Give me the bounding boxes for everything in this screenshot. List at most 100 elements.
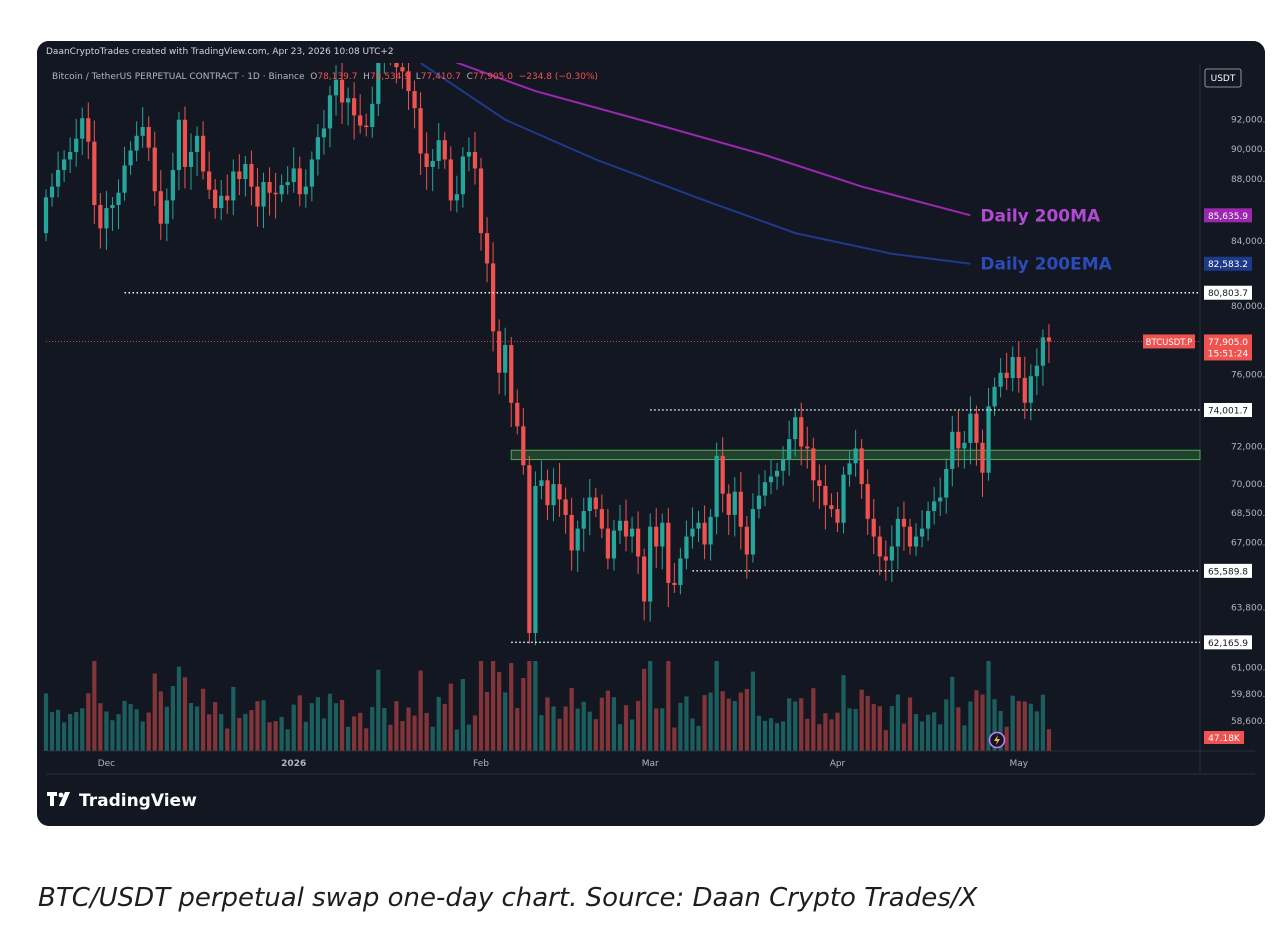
candle-body	[140, 127, 145, 136]
candle	[285, 166, 290, 195]
y-tick-label: 61,000.0	[1231, 664, 1265, 674]
candle-body	[732, 491, 737, 515]
candle-body	[629, 528, 635, 537]
candle	[182, 106, 188, 189]
candle-body	[913, 536, 919, 547]
candle-body	[188, 152, 194, 167]
volume-bar	[388, 724, 393, 751]
volume-bar	[98, 703, 103, 751]
candle	[877, 525, 882, 576]
candle-body	[1022, 377, 1027, 403]
candle	[551, 468, 556, 522]
candle	[605, 508, 611, 570]
volume-bar	[974, 690, 979, 751]
candle-body	[780, 459, 786, 471]
candle	[913, 523, 919, 556]
candle-body	[635, 528, 641, 557]
plot-area[interactable]	[43, 43, 1255, 775]
candle-body	[1004, 372, 1009, 378]
candle	[358, 94, 363, 134]
price-badge-label: 62,165.9	[1208, 639, 1248, 649]
candle	[92, 120, 97, 224]
volume-bar	[104, 711, 109, 751]
volume-bar	[352, 716, 357, 751]
candle-body	[756, 495, 762, 510]
candle-body	[654, 526, 659, 547]
chart-svg[interactable]: 92,000.0 90,000.0 88,000.0 84,000.0 80,000.0…	[37, 41, 1265, 826]
alert-icon[interactable]	[988, 731, 1006, 749]
candle	[442, 132, 447, 169]
candle-body	[1028, 376, 1033, 403]
candle-body	[152, 147, 157, 192]
volume-bar	[623, 705, 629, 751]
candle-body	[291, 168, 296, 183]
candle-body	[672, 582, 677, 585]
candle	[158, 170, 163, 240]
volume-bar	[231, 686, 236, 751]
candle-body	[86, 118, 91, 142]
candle-body	[871, 518, 876, 537]
candle-body	[321, 128, 327, 138]
candle-body	[49, 186, 55, 198]
volume-bar	[207, 714, 212, 751]
candle-body	[714, 455, 719, 517]
volume-bar	[787, 698, 792, 751]
candle-body	[956, 431, 961, 449]
candle-body	[110, 205, 115, 209]
candle	[503, 327, 508, 396]
candle	[889, 525, 894, 583]
volume-bar	[424, 712, 429, 751]
candle-body	[642, 556, 647, 602]
symbol-name[interactable]: Bitcoin / TetherUS PERPETUAL CONTRACT · …	[52, 72, 305, 82]
open-value: 78,139.7	[317, 72, 358, 82]
candle-body	[285, 182, 290, 186]
volume-bar	[194, 706, 200, 751]
candle	[787, 420, 792, 476]
candle-body	[919, 528, 925, 537]
candle-body	[358, 115, 363, 126]
volume-bar	[297, 695, 302, 751]
candle-body	[194, 135, 200, 153]
candle	[436, 122, 441, 169]
candle-body	[817, 480, 822, 487]
volume-bar	[901, 723, 907, 751]
x-tick-label: Mar	[642, 759, 659, 769]
candle-body	[829, 505, 834, 510]
candle	[98, 193, 103, 249]
volume-bar	[279, 716, 284, 751]
candle	[835, 491, 840, 533]
candle-body	[104, 208, 109, 229]
y-tick-label: 88,000.0	[1231, 175, 1265, 185]
price-badge-label: 85,635.9	[1208, 212, 1248, 222]
tradingview-brand[interactable]: TradingView	[47, 791, 197, 811]
volume-bar	[938, 724, 943, 751]
candle	[1040, 329, 1046, 386]
volume-bar	[243, 713, 248, 751]
volume-bar	[865, 695, 870, 751]
candle	[678, 547, 683, 595]
candle	[406, 63, 411, 110]
ma-line	[438, 55, 971, 217]
volume-bar	[436, 696, 441, 751]
volume-bar	[86, 693, 91, 751]
candle-body	[116, 192, 121, 206]
currency-badge[interactable]: USDT	[1204, 68, 1242, 88]
candle	[176, 111, 182, 191]
volume-bar	[364, 728, 369, 751]
volume-bar	[696, 725, 701, 751]
candle	[654, 508, 659, 568]
candle-body	[478, 168, 484, 234]
volume-bar	[291, 704, 296, 751]
candle-body	[968, 413, 973, 443]
volume-bar	[164, 706, 169, 751]
chart-credit: DaanCryptoTrades created with TradingVie…	[46, 47, 394, 57]
volume-bar	[225, 728, 230, 751]
candle-body	[442, 140, 447, 160]
candle-body	[134, 135, 139, 151]
candle	[170, 152, 175, 220]
candle-body	[303, 186, 308, 195]
price-badge-box	[1204, 256, 1252, 271]
volume-bar	[466, 724, 472, 751]
volume-bar	[134, 709, 139, 751]
volume-bar	[321, 718, 327, 751]
